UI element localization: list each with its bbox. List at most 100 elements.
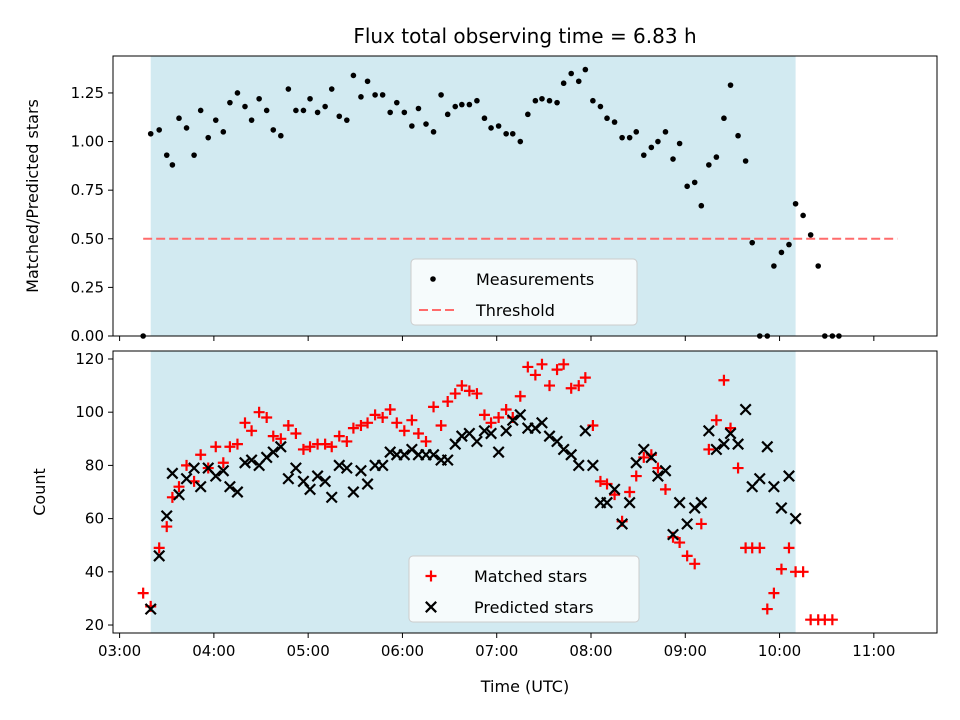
data-point (333, 430, 345, 442)
data-point (220, 129, 227, 135)
data-point (775, 501, 788, 514)
data-point (224, 441, 236, 453)
data-point (347, 486, 360, 498)
data-point (514, 390, 526, 402)
data-point (783, 542, 795, 554)
data-point (797, 566, 809, 578)
axes-frame (112, 55, 938, 337)
data-point (398, 448, 411, 461)
data-point (267, 446, 280, 459)
data-point (239, 417, 251, 429)
data-point (732, 462, 744, 474)
data-point (604, 115, 610, 122)
data-point (344, 117, 350, 123)
data-point (369, 409, 381, 421)
data-point (210, 441, 222, 453)
data-point (594, 475, 606, 487)
data-point (144, 603, 157, 616)
y-tick-label: 1.00 (71, 133, 104, 151)
data-point (256, 95, 262, 102)
data-point (535, 416, 548, 429)
data-point (387, 109, 393, 116)
data-point (217, 457, 229, 469)
data-point (703, 443, 715, 455)
data-point (290, 427, 302, 439)
data-point (739, 403, 752, 416)
x-tick-label: 10:00 (758, 642, 801, 660)
y-tick-label: 0.00 (71, 327, 104, 345)
y-tick-label: 60 (85, 510, 104, 528)
data-point (384, 404, 396, 416)
data-point (384, 446, 397, 459)
data-point (163, 152, 170, 158)
data-point (438, 92, 444, 98)
data-point (659, 483, 671, 495)
data-point (194, 480, 207, 493)
data-point (173, 481, 185, 493)
data-point (209, 470, 222, 483)
data-point (253, 406, 265, 418)
data-point (565, 382, 577, 394)
data-point (725, 422, 737, 434)
data-point (630, 456, 643, 469)
data-point (648, 144, 655, 151)
data-point (684, 183, 690, 190)
data-point (586, 459, 599, 472)
data-point (274, 440, 287, 453)
data-point (242, 103, 248, 110)
data-point (444, 111, 451, 118)
data-point (724, 427, 737, 440)
data-point (358, 94, 364, 100)
data-point (173, 488, 185, 501)
series-matched-stars (137, 358, 838, 626)
data-point (681, 517, 694, 530)
data-point (546, 97, 553, 104)
data-point (698, 202, 705, 209)
data-point (263, 107, 270, 114)
data-point (492, 446, 505, 459)
data-point (153, 549, 166, 562)
x-tick-label: 04:00 (192, 642, 235, 660)
data-point (248, 117, 255, 123)
data-point (597, 103, 604, 110)
data-point (786, 241, 792, 248)
x-axis-label: Time (UTC) (480, 677, 569, 696)
data-point (393, 99, 400, 106)
data-point (659, 464, 672, 477)
data-point (742, 158, 749, 164)
data-point (246, 425, 258, 437)
data-point (377, 412, 389, 424)
data-point (234, 90, 241, 96)
data-point (640, 152, 647, 158)
legend-marker-measurements (430, 276, 436, 282)
y-axis-label: Matched/Predicted stars (23, 99, 42, 293)
data-point (153, 542, 165, 554)
data-point (427, 448, 440, 461)
data-point (651, 470, 664, 483)
x-tick-label: 06:00 (381, 642, 424, 660)
data-point (623, 496, 636, 509)
data-point (543, 430, 556, 443)
data-point (575, 78, 582, 85)
data-point (442, 396, 454, 408)
data-point (727, 82, 734, 88)
data-point (815, 263, 822, 269)
data-point (509, 130, 516, 137)
data-point (304, 483, 317, 496)
legend-box (408, 555, 640, 623)
data-point (630, 470, 642, 482)
data-point (624, 486, 636, 498)
data-point (573, 380, 585, 392)
data-point (611, 119, 618, 125)
data-point (485, 427, 498, 440)
data-point (481, 115, 488, 122)
data-point (304, 441, 316, 453)
data-point (319, 438, 331, 450)
data-point (435, 419, 447, 431)
data-point (341, 435, 353, 447)
data-point (506, 414, 519, 427)
data-point (278, 132, 284, 139)
x-tick-label: 08:00 (569, 642, 612, 660)
count-panel: 20 40 60 80 100 120 03:00 04:00 05:00 06:00 07:00 0… (30, 350, 938, 660)
